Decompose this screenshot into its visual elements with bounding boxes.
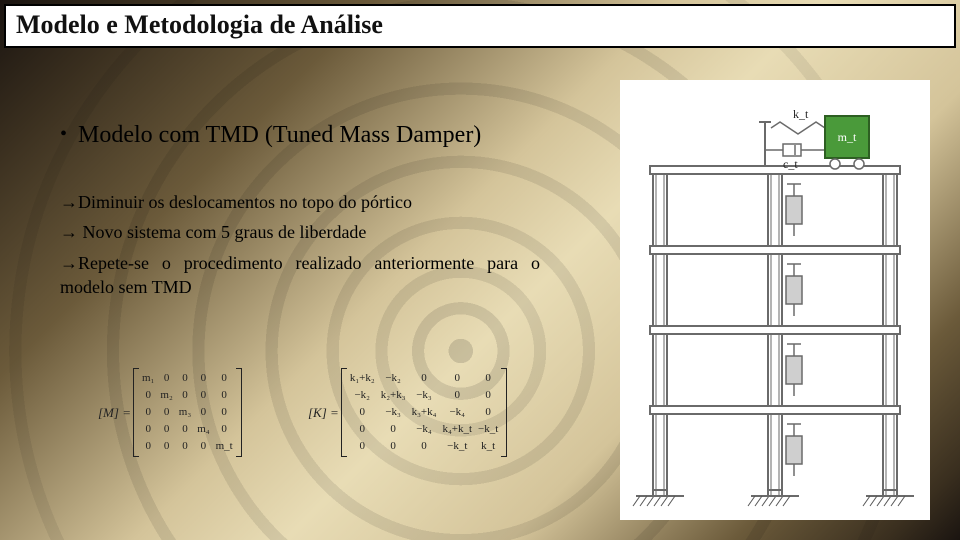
matrix-cell: 0: [478, 387, 498, 404]
matrix-cell: 0: [381, 421, 406, 438]
bullet-marker: •: [60, 122, 68, 147]
matrix-cell: 0: [412, 438, 437, 455]
text-content: • Modelo com TMD (Tuned Mass Damper) →Di…: [60, 120, 540, 305]
matrix-cell: 0: [179, 438, 191, 455]
sub-point-text: Repete-se o procedimento realizado anter…: [60, 253, 540, 297]
matrix-cell: 0: [216, 404, 233, 421]
matrix-cell: k₁+k₂: [350, 370, 375, 387]
matrix-cell: 0: [160, 421, 172, 438]
matrix-cell: 0: [179, 387, 191, 404]
stiffness-matrix-label: [K] =: [308, 405, 339, 421]
slide-root: Modelo e Metodologia de Análise • Modelo…: [0, 0, 960, 540]
matrix-cell: k_t: [478, 438, 498, 455]
matrix-cell: 0: [197, 387, 209, 404]
matrix-cell: 0: [160, 438, 172, 455]
matrix-cell: 0: [179, 421, 191, 438]
mass-matrix-equation: [M] = m₁00000m₂00000m₃00000m₄00000m_t: [98, 368, 242, 457]
matrix-cell: −k₃: [412, 387, 437, 404]
matrix-cell: m₄: [197, 421, 209, 438]
matrix-equations: [M] = m₁00000m₂00000m₃00000m₄00000m_t [K…: [98, 368, 578, 488]
matrix-cell: 0: [197, 438, 209, 455]
matrix-cell: 0: [442, 387, 472, 404]
matrix-cell: −k₂: [350, 387, 375, 404]
matrix-cell: −k_t: [442, 438, 472, 455]
matrix-cell: 0: [142, 404, 154, 421]
arrow-icon: →: [60, 190, 78, 214]
slide-title: Modelo e Metodologia de Análise: [4, 4, 956, 48]
matrix-cell: 0: [216, 421, 233, 438]
matrix-cell: k₂+k₃: [381, 387, 406, 404]
stiffness-matrix-grid: k₁+k₂−k₂000−k₂k₂+k₃−k₃000−k₃k₃+k₄−k₄000−…: [347, 368, 502, 457]
matrix-cell: 0: [160, 404, 172, 421]
sub-point-text: Novo sistema com 5 graus de liberdade: [83, 222, 367, 242]
matrix-cell: −k₄: [442, 404, 472, 421]
matrix-cell: 0: [412, 370, 437, 387]
matrix-cell: 0: [216, 387, 233, 404]
sub-point-text: Diminuir os deslocamentos no topo do pór…: [78, 192, 412, 212]
sub-point: →Diminuir os deslocamentos no topo do pó…: [60, 190, 540, 214]
matrix-cell: 0: [197, 404, 209, 421]
arrow-icon: →: [60, 220, 78, 244]
svg-text:m_t: m_t: [838, 130, 857, 144]
stiffness-matrix-bracket: k₁+k₂−k₂000−k₂k₂+k₃−k₃000−k₃k₃+k₄−k₄000−…: [341, 368, 508, 457]
matrix-cell: 0: [179, 370, 191, 387]
matrix-cell: m₁: [142, 370, 154, 387]
matrix-cell: 0: [142, 387, 154, 404]
mass-matrix-grid: m₁00000m₂00000m₃00000m₄00000m_t: [139, 368, 236, 457]
matrix-cell: 0: [197, 370, 209, 387]
mass-matrix-label: [M] =: [98, 405, 131, 421]
matrix-cell: 0: [216, 370, 233, 387]
matrix-cell: 0: [350, 438, 375, 455]
matrix-cell: m_t: [216, 438, 233, 455]
arrow-icon: →: [60, 251, 78, 275]
sub-point: →Repete-se o procedimento realizado ante…: [60, 251, 540, 300]
matrix-cell: 0: [381, 438, 406, 455]
matrix-cell: k₃+k₄: [412, 404, 437, 421]
sub-point: → Novo sistema com 5 graus de liberdade: [60, 220, 540, 244]
matrix-cell: 0: [350, 421, 375, 438]
matrix-cell: 0: [478, 370, 498, 387]
matrix-cell: m₃: [179, 404, 191, 421]
matrix-cell: 0: [442, 370, 472, 387]
matrix-cell: 0: [160, 370, 172, 387]
structural-diagram: k_t c_t m_t: [620, 80, 930, 520]
matrix-cell: −k_t: [478, 421, 498, 438]
matrix-cell: m₂: [160, 387, 172, 404]
main-bullet-text: Modelo com TMD (Tuned Mass Damper): [78, 120, 481, 150]
matrix-cell: 0: [142, 438, 154, 455]
matrix-cell: −k₄: [412, 421, 437, 438]
matrix-cell: 0: [478, 404, 498, 421]
matrix-cell: 0: [350, 404, 375, 421]
matrix-cell: −k₂: [381, 370, 406, 387]
svg-text:k_t: k_t: [793, 107, 809, 121]
main-bullet: • Modelo com TMD (Tuned Mass Damper): [60, 120, 540, 150]
matrix-cell: 0: [142, 421, 154, 438]
mass-matrix-bracket: m₁00000m₂00000m₃00000m₄00000m_t: [133, 368, 242, 457]
stiffness-matrix-equation: [K] = k₁+k₂−k₂000−k₂k₂+k₃−k₃000−k₃k₃+k₄−…: [308, 368, 507, 457]
diagram-svg: k_t c_t m_t: [620, 80, 930, 520]
matrix-cell: −k₃: [381, 404, 406, 421]
matrix-cell: k₄+k_t: [442, 421, 472, 438]
sub-points: →Diminuir os deslocamentos no topo do pó…: [60, 190, 540, 299]
svg-text:c_t: c_t: [783, 157, 798, 171]
